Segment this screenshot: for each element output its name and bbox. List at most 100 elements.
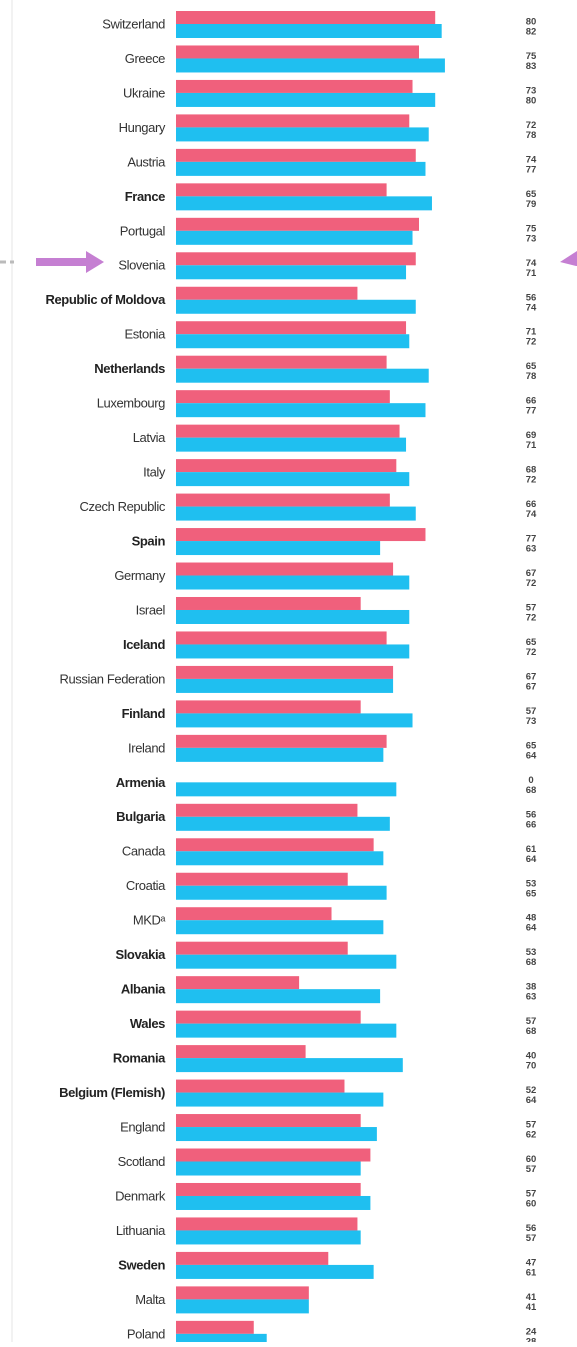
bar	[176, 575, 410, 590]
category-label: Canada	[122, 844, 166, 859]
value-label: 68	[526, 465, 537, 476]
bar	[176, 665, 394, 679]
value-label: 65	[526, 740, 537, 751]
bar	[176, 1092, 384, 1107]
bar	[176, 562, 394, 576]
bar	[176, 541, 381, 556]
value-label: 71	[526, 268, 537, 279]
category-label: Italy	[143, 465, 166, 480]
bar	[176, 321, 407, 335]
bar	[176, 403, 426, 418]
bar	[176, 11, 436, 24]
bar	[176, 1058, 403, 1073]
highlight-arrow-left	[36, 251, 104, 273]
bar	[176, 127, 429, 142]
bar	[176, 872, 348, 886]
category-label: Finland	[122, 706, 166, 721]
value-label: 73	[526, 85, 537, 96]
value-label: 57	[526, 1164, 537, 1175]
bar	[176, 1010, 361, 1024]
bar	[176, 1320, 254, 1334]
value-label: 65	[526, 637, 537, 648]
bar	[176, 437, 407, 452]
bar	[176, 1286, 309, 1300]
value-label: 64	[526, 854, 537, 865]
bar	[176, 1127, 377, 1142]
value-label: 62	[526, 1130, 537, 1141]
bar	[176, 678, 394, 693]
value-label: 52	[526, 1085, 537, 1096]
bar	[176, 609, 410, 624]
value-label: 65	[526, 361, 537, 372]
value-label: 73	[526, 233, 537, 244]
bar	[176, 1161, 361, 1176]
category-label: Sweden	[118, 1257, 165, 1272]
bar	[176, 45, 419, 59]
value-label: 57	[526, 1188, 537, 1199]
value-label: 63	[526, 544, 537, 555]
value-label: 65	[526, 189, 537, 200]
bar	[176, 92, 436, 107]
value-label: 72	[526, 475, 537, 486]
value-label: 40	[526, 1051, 537, 1062]
value-label: 77	[526, 406, 537, 417]
category-label: Poland	[127, 1326, 165, 1341]
category-label: Israel	[136, 602, 166, 617]
category-label: Latvia	[133, 430, 166, 445]
value-label: 56	[526, 292, 537, 303]
value-label: 24	[526, 1326, 537, 1337]
value-label: 68	[526, 1026, 537, 1037]
category-label: MKDᵃ	[133, 913, 166, 928]
value-label: 57	[526, 603, 537, 614]
value-label: 47	[526, 1257, 537, 1268]
value-label: 63	[526, 992, 537, 1003]
bar	[176, 1148, 371, 1162]
bar	[176, 1023, 397, 1038]
category-label: Republic of Moldova	[45, 292, 166, 307]
category-label: Wales	[130, 1016, 165, 1031]
bar	[176, 838, 374, 852]
category-label: Bulgaria	[116, 809, 166, 824]
value-label: 82	[526, 27, 537, 38]
value-label: 28	[526, 1336, 537, 1342]
value-label: 64	[526, 750, 537, 761]
category-label: Luxembourg	[97, 396, 165, 411]
value-label: 67	[526, 681, 537, 692]
bar	[176, 596, 361, 610]
bar	[176, 252, 416, 266]
bar	[176, 976, 300, 990]
category-label: Ukraine	[123, 85, 165, 100]
bar	[176, 368, 429, 383]
value-label: 74	[526, 302, 537, 313]
bar	[176, 390, 390, 404]
value-label: 79	[526, 199, 537, 210]
bar	[176, 230, 413, 245]
bar	[176, 424, 400, 438]
bar	[176, 1264, 374, 1279]
bar	[176, 885, 387, 900]
value-label: 71	[526, 440, 537, 451]
bar	[176, 941, 348, 955]
value-label: 78	[526, 130, 537, 141]
value-label: 75	[526, 51, 537, 62]
bar	[176, 920, 384, 935]
bar	[176, 286, 358, 300]
bar	[176, 265, 407, 280]
value-label: 57	[526, 1120, 537, 1131]
category-label: Greece	[125, 51, 165, 66]
value-label: 61	[526, 1267, 537, 1278]
bar	[176, 528, 426, 542]
value-label: 80	[526, 17, 537, 28]
value-label: 78	[526, 371, 537, 382]
bar	[176, 506, 416, 521]
category-label: Scotland	[118, 1154, 166, 1169]
bar	[176, 1079, 345, 1093]
bar	[176, 803, 358, 817]
bar	[176, 631, 387, 645]
bar	[176, 24, 442, 38]
value-label: 41	[526, 1292, 537, 1303]
bar	[176, 472, 410, 487]
bar	[176, 713, 413, 728]
